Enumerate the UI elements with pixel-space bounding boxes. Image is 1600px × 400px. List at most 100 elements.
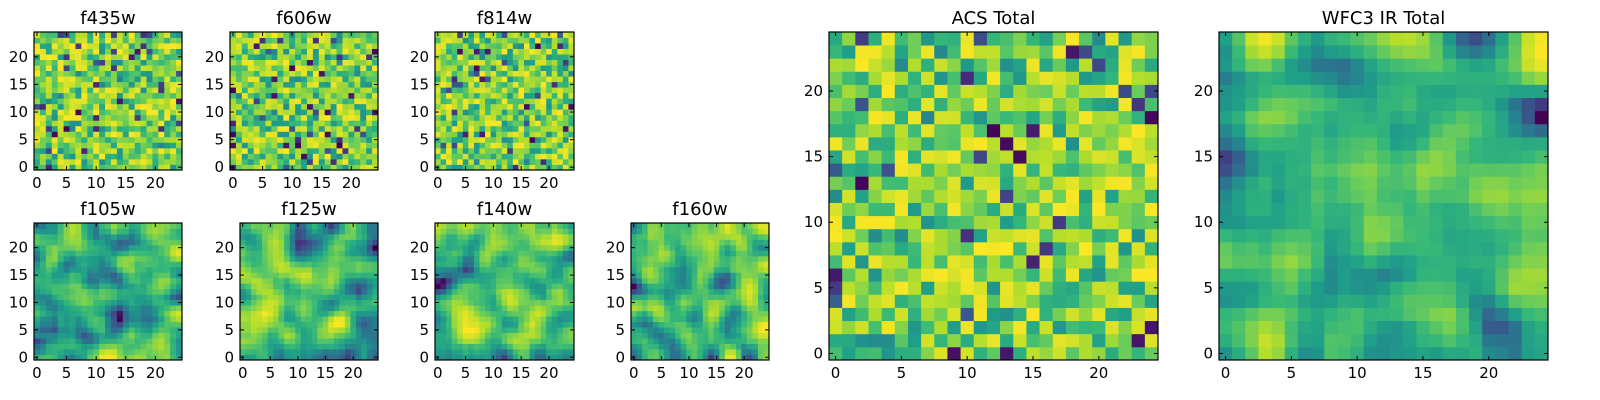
heatmap-cell <box>462 343 469 350</box>
heatmap-cell <box>697 316 704 323</box>
heatmap-cell <box>69 305 76 312</box>
heatmap-cell <box>468 120 475 127</box>
heatmap-cell <box>301 153 308 160</box>
heatmap-cell <box>763 321 770 328</box>
heatmap-cell <box>485 70 491 77</box>
heatmap-cell <box>1065 241 1080 256</box>
heatmap-cell <box>708 299 715 306</box>
heatmap-cell <box>354 59 361 66</box>
heatmap-cell <box>675 244 682 251</box>
heatmap-cell <box>122 109 130 116</box>
heatmap-cell <box>446 114 453 121</box>
heatmap-cell <box>93 65 100 72</box>
heatmap-cell <box>1105 189 1119 203</box>
heatmap-cell <box>691 261 698 268</box>
heatmap-cell <box>757 266 764 273</box>
heatmap-cell <box>259 142 266 149</box>
heatmap-cell <box>146 164 153 171</box>
heatmap-cell <box>479 70 486 77</box>
heatmap-cell <box>339 277 346 284</box>
heatmap-cell <box>318 76 326 83</box>
heatmap-cell <box>746 277 753 284</box>
heatmap-cell <box>39 92 47 99</box>
heatmap-cell <box>713 228 720 235</box>
heatmap-cell <box>557 164 564 171</box>
heatmap-cell <box>146 261 153 268</box>
x-tick-label: 5 <box>657 364 667 382</box>
heatmap-cell <box>680 266 687 273</box>
heatmap-cell <box>473 354 480 361</box>
heatmap-cell <box>350 272 357 279</box>
heatmap-cell <box>45 147 53 154</box>
heatmap-cell <box>507 261 514 268</box>
heatmap-cell <box>256 250 263 257</box>
heatmap-cell <box>152 338 159 344</box>
heatmap-cell <box>122 131 130 138</box>
heatmap-cell <box>496 288 503 295</box>
heatmap-cell <box>675 233 682 240</box>
heatmap-cell <box>479 158 486 165</box>
heatmap-cell <box>1079 163 1093 177</box>
heatmap-cell <box>146 338 153 344</box>
heatmap-cell <box>636 261 643 268</box>
heatmap-cell <box>284 305 291 312</box>
heatmap-cell <box>63 250 70 257</box>
heatmap-cell <box>69 153 76 160</box>
heatmap-cell <box>636 244 643 251</box>
heatmap-cell <box>1144 320 1159 335</box>
heatmap-cell <box>490 294 497 301</box>
heatmap-cell <box>75 327 82 333</box>
heatmap-cell <box>568 37 575 44</box>
heatmap-cell <box>336 142 343 149</box>
heatmap-cell <box>372 92 379 99</box>
heatmap-cell <box>568 65 575 72</box>
heatmap-cell <box>230 76 237 83</box>
y-tick-label: 20 <box>9 48 28 66</box>
heatmap-cell <box>1105 163 1119 177</box>
heatmap-cell <box>344 283 351 290</box>
heatmap-cell <box>636 250 643 257</box>
heatmap-cell <box>1144 268 1159 282</box>
heatmap-cell <box>87 158 94 165</box>
heatmap-cell <box>435 142 441 149</box>
heatmap-cell <box>116 109 124 116</box>
heatmap-cell <box>372 153 379 160</box>
heatmap-cell <box>551 349 558 355</box>
heatmap-cell <box>110 70 118 77</box>
heatmap-cell <box>501 228 508 235</box>
heatmap-cell <box>473 65 480 72</box>
heatmap-cell <box>512 283 519 290</box>
heatmap-cell <box>262 261 268 268</box>
heatmap-cell <box>702 288 709 295</box>
heatmap-cell <box>440 120 447 127</box>
heatmap-cell <box>344 250 351 257</box>
heatmap-cell <box>479 332 486 339</box>
heatmap-cell <box>507 59 514 66</box>
heatmap-cell <box>446 158 453 165</box>
heatmap-cell <box>675 239 682 246</box>
heatmap-cell <box>116 114 124 121</box>
heatmap-cell <box>271 125 278 132</box>
heatmap-cell <box>176 98 183 105</box>
heatmap-cell <box>164 294 171 301</box>
heatmap-cell <box>284 272 291 279</box>
heatmap-cell <box>496 239 503 246</box>
heatmap-cell <box>658 327 665 333</box>
heatmap-cell <box>289 244 296 251</box>
heatmap-cell <box>501 233 508 240</box>
heatmap-cell <box>894 346 909 361</box>
heatmap-cell <box>87 153 94 160</box>
heatmap-cell <box>647 316 654 323</box>
heatmap-cell <box>240 239 246 246</box>
heatmap-cell <box>507 250 514 257</box>
heatmap-cell <box>322 327 329 333</box>
heatmap-cell <box>763 305 770 312</box>
heatmap-cell <box>51 164 59 171</box>
heatmap-cell <box>116 261 124 268</box>
heatmap-cell <box>669 244 676 251</box>
heatmap-cell <box>355 239 362 246</box>
heatmap-cell <box>451 228 458 235</box>
heatmap-cell <box>289 261 296 268</box>
heatmap-cell <box>295 43 302 49</box>
heatmap-cell <box>546 37 553 44</box>
